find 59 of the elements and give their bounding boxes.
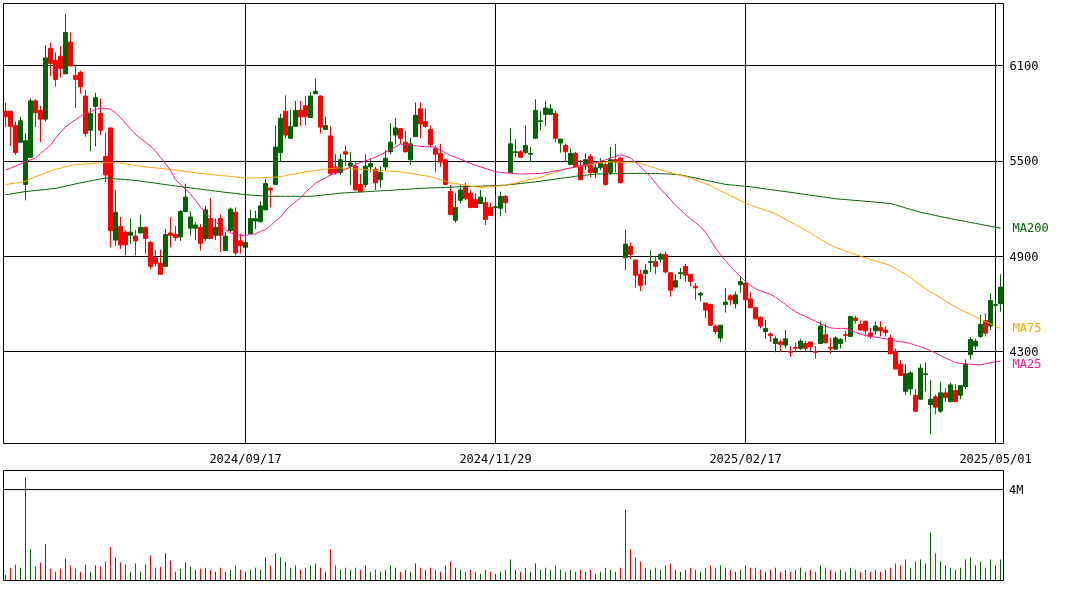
- candlestick: [143, 226, 148, 255]
- candlestick: [818, 320, 823, 345]
- candlestick: [218, 214, 223, 253]
- candlestick: [563, 143, 568, 163]
- candlestick: [283, 94, 288, 139]
- candlestick: [228, 206, 233, 233]
- candlestick: [128, 218, 133, 245]
- candlestick: [223, 231, 228, 251]
- candlestick: [938, 381, 943, 414]
- y-tick-label: 4300: [1009, 345, 1039, 359]
- x-tick-label: 2025/05/01: [959, 451, 1032, 466]
- candlestick: [823, 323, 828, 345]
- candlestick: [88, 107, 93, 152]
- candlestick: [523, 125, 528, 155]
- series-label: MA200: [1012, 221, 1049, 236]
- candlestick: [133, 229, 138, 256]
- series-label: MA25: [1012, 357, 1042, 372]
- candlestick: [213, 218, 218, 241]
- x-tick-label: 2024/09/17: [209, 451, 282, 466]
- candlestick: [763, 319, 768, 340]
- ref-line-label: 4M: [1009, 482, 1024, 497]
- candlestick: [723, 287, 728, 314]
- candlestick: [198, 223, 203, 251]
- candlestick: [653, 255, 658, 275]
- candlestick: [138, 214, 143, 234]
- series-label: MA75: [1012, 321, 1042, 336]
- x-tick-label: 2025/02/17: [709, 451, 782, 466]
- candlestick: [393, 117, 398, 146]
- candlestick: [783, 329, 788, 349]
- x-tick-label: 2024/11/29: [459, 451, 532, 466]
- candlestick: [308, 91, 313, 119]
- candlestick: [928, 379, 933, 435]
- candlestick: [348, 151, 353, 186]
- candlestick: [983, 312, 988, 337]
- candlestick: [68, 31, 73, 68]
- candlestick: [448, 184, 453, 216]
- candlestick: [93, 92, 98, 147]
- y-tick-label: 5500: [1009, 154, 1039, 169]
- candlestick: [998, 273, 1003, 313]
- candlestick: [428, 125, 433, 148]
- candlestick: [208, 197, 213, 240]
- candlestick: [408, 137, 413, 166]
- y-tick-label: 4900: [1009, 249, 1039, 264]
- candlestick: [623, 229, 628, 271]
- candlestick: [413, 101, 418, 138]
- candlestick: [913, 388, 918, 413]
- candlestick: [503, 194, 508, 214]
- candlestick: [453, 192, 458, 224]
- candlestick: [978, 314, 983, 339]
- candlestick: [643, 263, 648, 286]
- y-tick-label: 6100: [1009, 58, 1039, 73]
- candlestick: [648, 249, 653, 273]
- candlestick: [458, 183, 463, 205]
- candlestick: [268, 186, 273, 208]
- candlestick: [98, 97, 103, 136]
- candlestick: [343, 144, 348, 167]
- candlestick: [383, 149, 388, 171]
- candlestick: [378, 165, 383, 189]
- candlestick: [933, 393, 938, 415]
